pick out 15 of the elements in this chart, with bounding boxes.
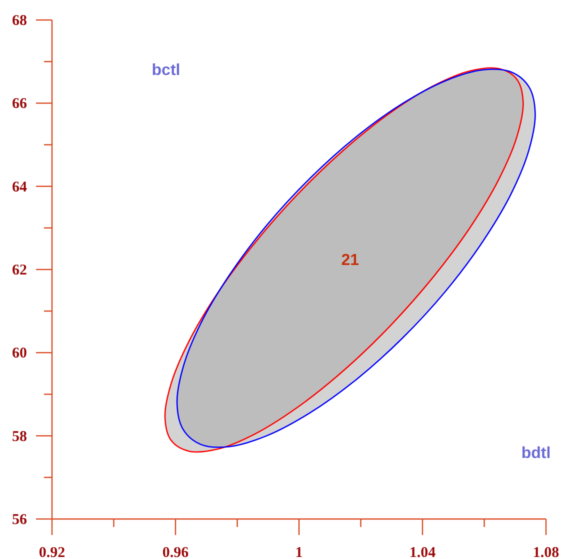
- x-tick-label: 1.08: [532, 545, 560, 559]
- x-tick-label: 0.92: [38, 545, 66, 559]
- x-axis-title: bdtl: [521, 445, 551, 462]
- y-tick-label: 60: [12, 346, 27, 362]
- y-tick-label: 64: [12, 179, 28, 196]
- y-tick-label: 62: [12, 262, 27, 278]
- y-tick-label: 66: [12, 96, 28, 112]
- y-tick-label: 56: [12, 512, 28, 528]
- annotation: 21: [341, 252, 360, 270]
- x-tick-label: 0.96: [162, 545, 190, 559]
- x-tick-label: 1: [295, 545, 303, 559]
- y-axis-title: bctl: [152, 62, 180, 79]
- x-tick-label: 1.04: [409, 545, 436, 559]
- y-tick-label: 68: [12, 13, 27, 29]
- y-tick-label: 58: [12, 428, 27, 445]
